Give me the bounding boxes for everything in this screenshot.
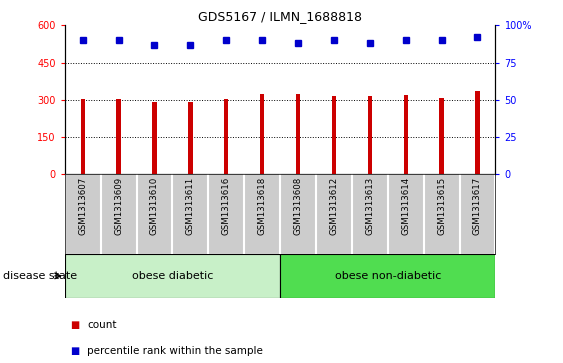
Text: disease state: disease state — [3, 271, 77, 281]
Bar — [81, 99, 85, 174]
Bar — [475, 91, 480, 174]
Text: ■: ■ — [70, 346, 79, 356]
Text: GSM1313613: GSM1313613 — [365, 177, 374, 235]
Bar — [224, 99, 229, 174]
Bar — [117, 99, 120, 174]
Bar — [188, 102, 193, 174]
Bar — [332, 96, 336, 174]
Text: ■: ■ — [70, 320, 79, 330]
Bar — [296, 94, 300, 174]
Bar — [260, 94, 264, 174]
Text: GSM1313614: GSM1313614 — [401, 177, 410, 235]
Title: GDS5167 / ILMN_1688818: GDS5167 / ILMN_1688818 — [198, 10, 362, 23]
Text: GSM1313611: GSM1313611 — [186, 177, 195, 235]
Bar — [280, 254, 495, 298]
Text: obese diabetic: obese diabetic — [132, 271, 213, 281]
Bar — [368, 96, 372, 174]
Text: GSM1313618: GSM1313618 — [258, 177, 267, 235]
Text: GSM1313616: GSM1313616 — [222, 177, 231, 235]
Text: GSM1313608: GSM1313608 — [293, 177, 302, 235]
Text: obese non-diabetic: obese non-diabetic — [334, 271, 441, 281]
Text: count: count — [87, 320, 117, 330]
Bar — [65, 254, 280, 298]
Text: GSM1313610: GSM1313610 — [150, 177, 159, 235]
Bar — [153, 102, 157, 174]
Text: GSM1313607: GSM1313607 — [78, 177, 87, 235]
Bar — [404, 95, 408, 174]
Text: GSM1313612: GSM1313612 — [329, 177, 338, 235]
Text: GSM1313615: GSM1313615 — [437, 177, 446, 235]
Text: GSM1313609: GSM1313609 — [114, 177, 123, 235]
Text: percentile rank within the sample: percentile rank within the sample — [87, 346, 263, 356]
Bar — [440, 98, 444, 174]
Text: GSM1313617: GSM1313617 — [473, 177, 482, 235]
